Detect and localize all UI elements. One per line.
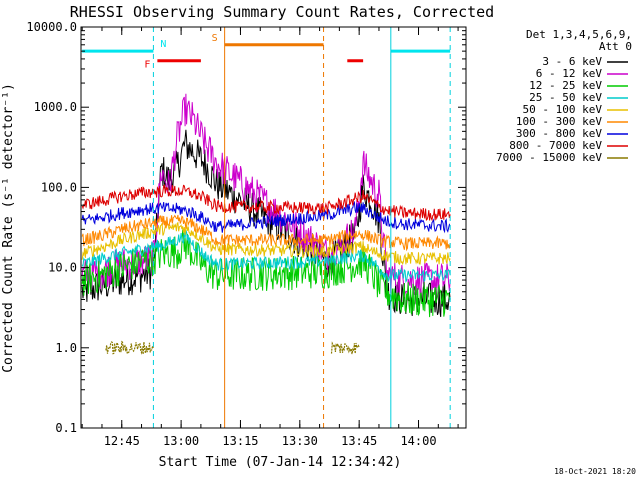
series-line-7000-15000-kev <box>330 341 360 355</box>
legend-header-attenuator: Att 0 <box>599 40 632 53</box>
legend-label-300-800-kev: 300 - 800 keV <box>516 127 602 140</box>
x-tick-label: 13:00 <box>163 434 199 448</box>
y-ticks: 0.1 1.0 10.0 100.0 1000.0 10000.0 <box>26 20 466 435</box>
series-300-800-kev <box>81 200 451 234</box>
x-tick-label: 14:00 <box>400 434 436 448</box>
series-7000-15000-kev <box>105 340 360 355</box>
series-layer <box>81 93 451 355</box>
legend-label-800-7000-kev: 800 - 7000 keV <box>509 139 602 152</box>
series-line-6-12-kev <box>81 93 451 299</box>
series-line-7000-15000-kev <box>105 340 154 355</box>
chart-title: RHESSI Observing Summary Count Rates, Co… <box>70 3 494 21</box>
x-tick-label: 13:45 <box>341 434 377 448</box>
x-tick-label: 13:30 <box>282 434 318 448</box>
legend-label-25-50-kev: 25 - 50 keV <box>529 91 602 104</box>
flag-n: N <box>82 39 451 53</box>
legend-label-100-300-kev: 100 - 300 keV <box>516 115 602 128</box>
vlines-layer <box>152 27 451 428</box>
series-line-25-50-kev <box>81 230 451 284</box>
series-line-300-800-kev <box>81 200 451 234</box>
legend-label-7000-15000-kev: 7000 - 15000 keV <box>496 151 602 164</box>
y-axis-label: Corrected Count Rate (s⁻¹ detector⁻¹) <box>1 83 16 373</box>
legend-label-3-6-kev: 3 - 6 keV <box>542 55 602 68</box>
series-100-300-kev <box>81 214 451 252</box>
legend-label-12-25-kev: 12 - 25 keV <box>529 79 602 92</box>
y-tick-label: 10000.0 <box>26 20 77 34</box>
x-ticks: 12:45 13:00 13:15 13:30 13:45 14:00 <box>81 27 459 448</box>
generation-timestamp: 18-Oct-2021 18:20 <box>554 467 636 476</box>
series-line-50-100-kev <box>81 221 451 266</box>
y-tick-label: 1000.0 <box>34 100 77 114</box>
y-tick-label: 10.0 <box>48 261 77 275</box>
series-50-100-kev <box>81 221 451 266</box>
plot-frame <box>80 26 467 429</box>
flag-f: F <box>144 59 364 71</box>
series-line-800-7000-kev <box>81 184 451 222</box>
flag-s: S <box>212 33 324 47</box>
legend-header-detectors: Det 1,3,4,5,6,9, <box>526 28 632 41</box>
series-25-50-kev <box>81 230 451 284</box>
y-tick-label: 0.1 <box>55 421 77 435</box>
series-line-12-25-kev <box>81 229 451 318</box>
series-12-25-kev <box>81 229 451 318</box>
y-tick-label: 1.0 <box>55 341 77 355</box>
y-tick-label: 100.0 <box>41 180 77 194</box>
flag-label-n: N <box>160 39 166 50</box>
x-axis-label: Start Time (07-Jan-14 12:34:42) <box>159 455 402 470</box>
x-tick-label: 13:15 <box>222 434 258 448</box>
legend-label-50-100-kev: 50 - 100 keV <box>523 103 603 116</box>
flags-layer: NF S <box>82 33 451 71</box>
flag-label-f: F <box>144 60 150 71</box>
flag-label-s: S <box>212 33 218 44</box>
legend-label-6-12-kev: 6 - 12 keV <box>536 67 603 80</box>
x-tick-label: 12:45 <box>104 434 140 448</box>
series-800-7000-kev <box>81 184 451 222</box>
series-6-12-kev <box>81 93 451 299</box>
series-line-100-300-kev <box>81 214 451 252</box>
